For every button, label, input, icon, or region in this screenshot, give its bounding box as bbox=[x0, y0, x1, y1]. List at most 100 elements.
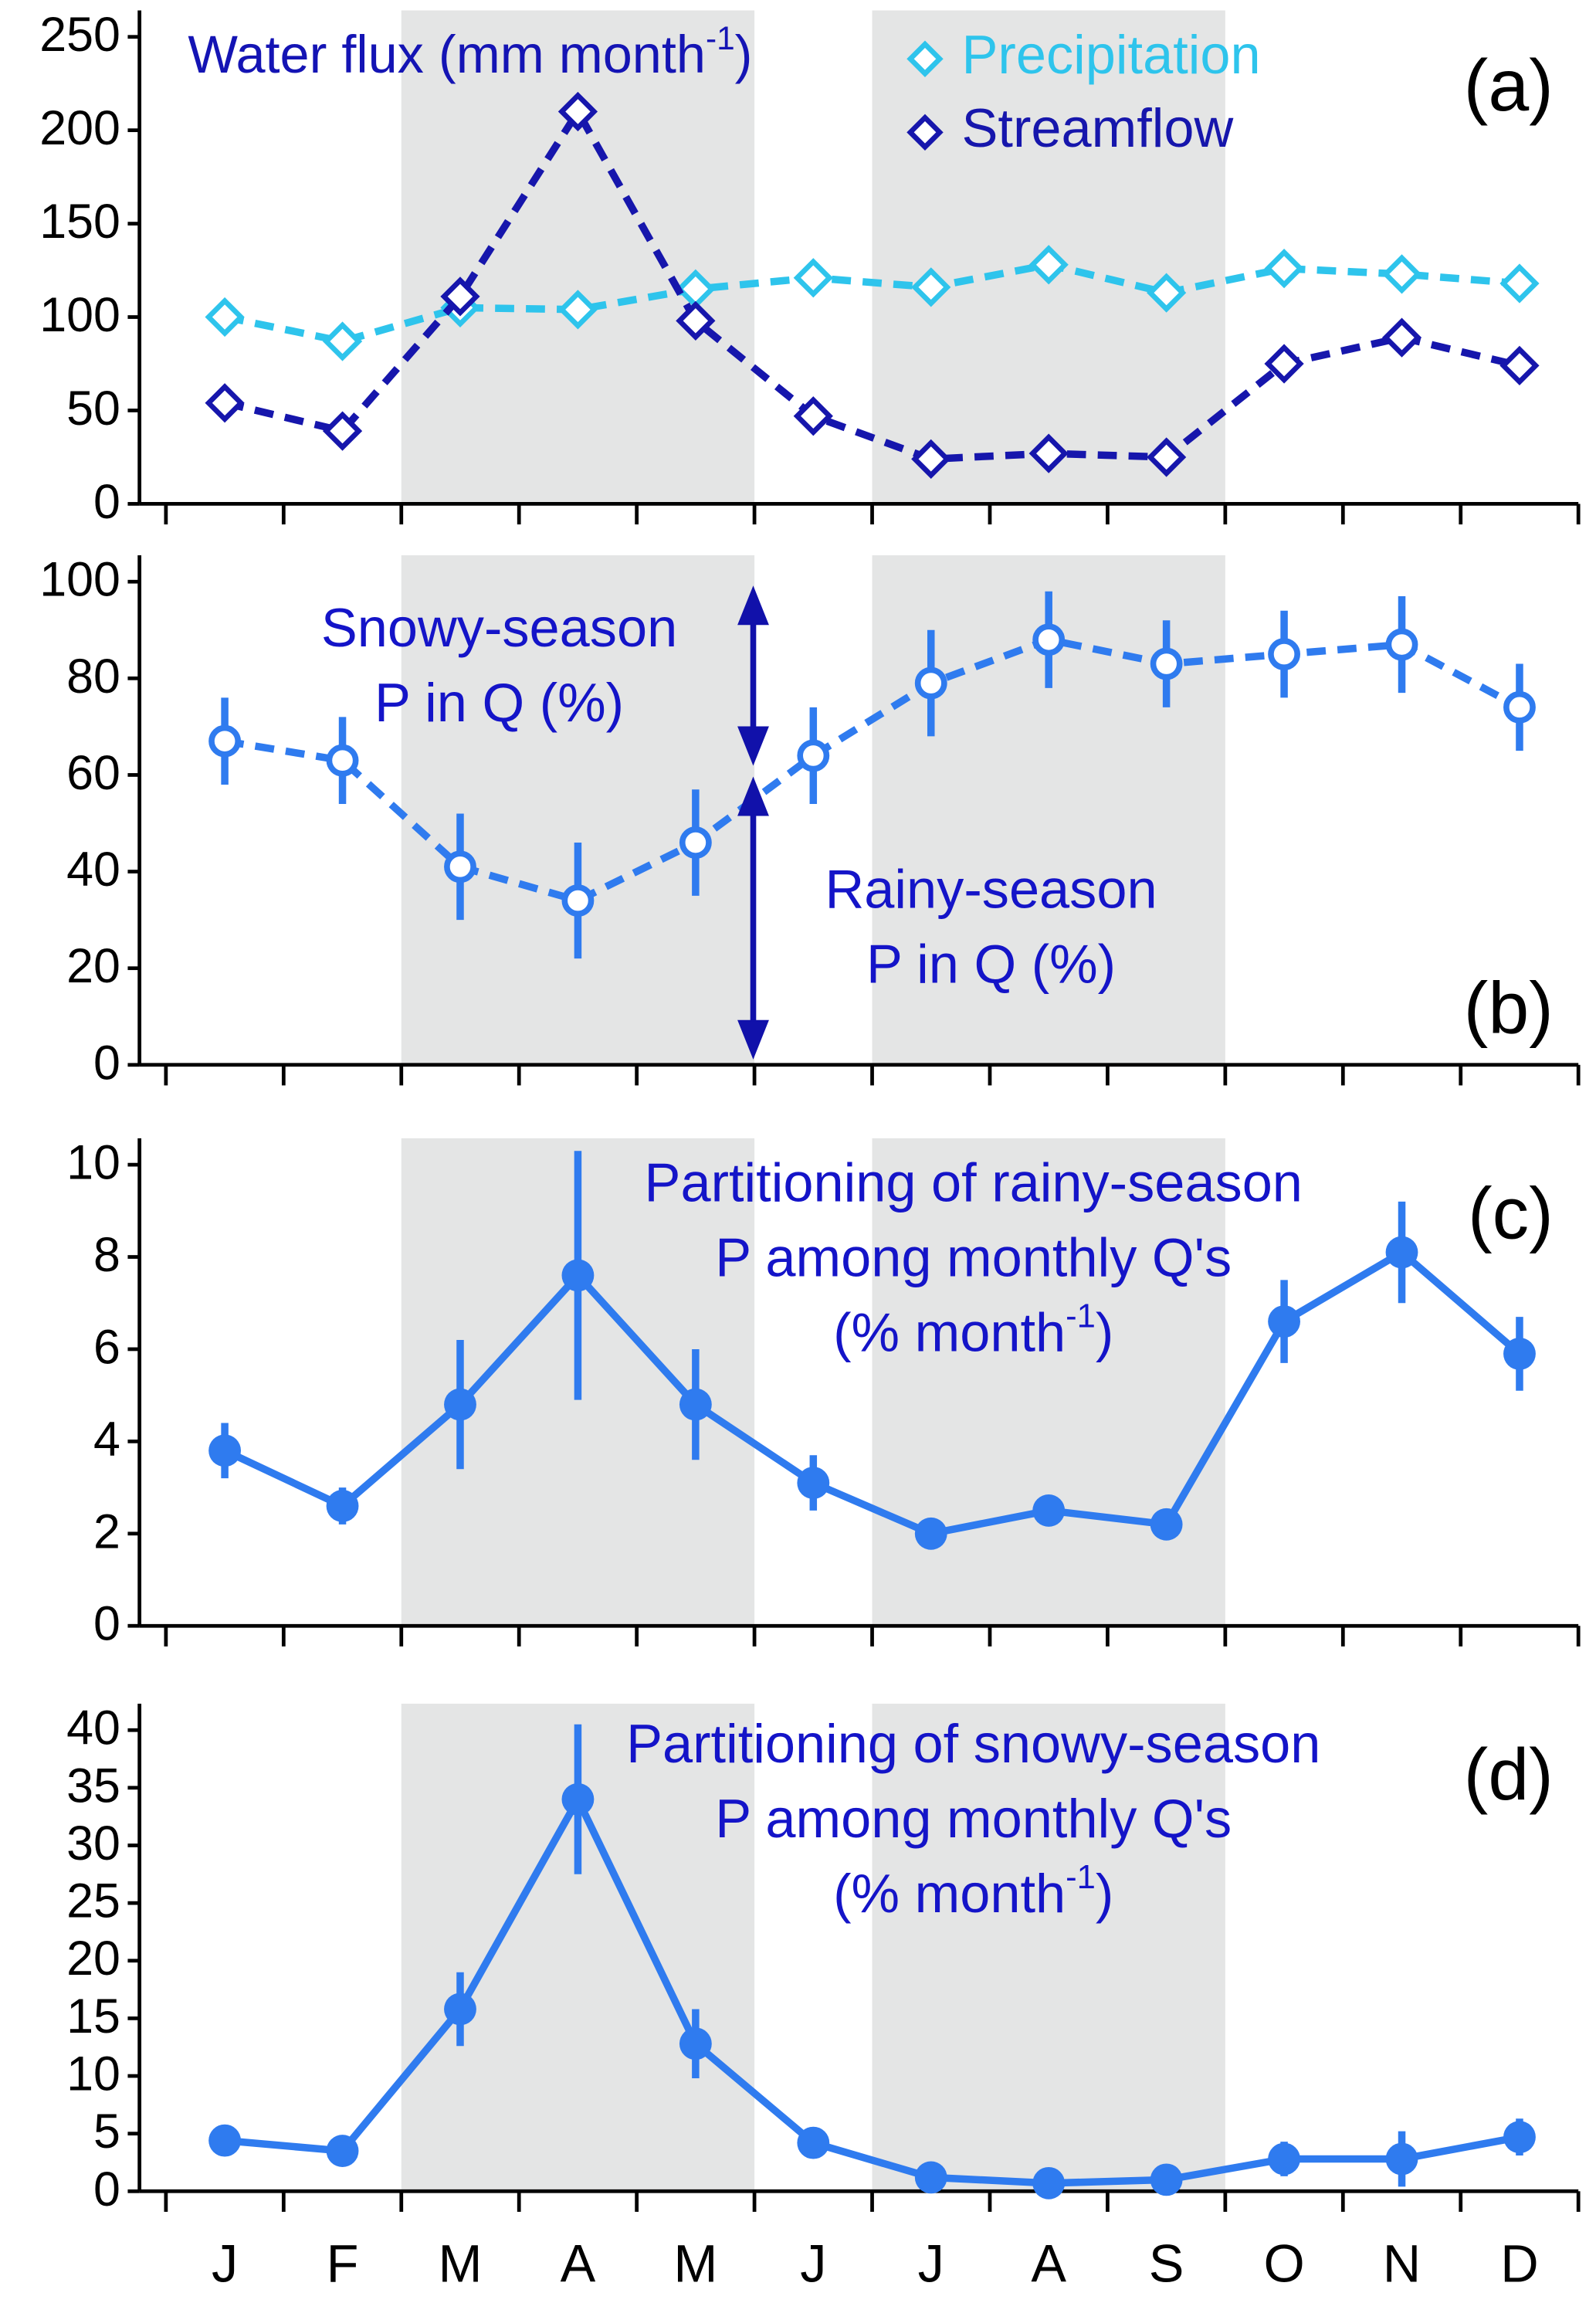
annotation: Rainy-season bbox=[825, 858, 1157, 919]
marker bbox=[1028, 433, 1069, 473]
legend-label: Precipitation bbox=[962, 24, 1261, 85]
marker bbox=[444, 1993, 476, 2026]
arrow-head bbox=[737, 726, 769, 766]
marker bbox=[561, 1259, 595, 1292]
text-part: Partitioning of rainy-season bbox=[645, 1152, 1303, 1213]
y-tick-label: 20 bbox=[66, 939, 120, 993]
marker bbox=[326, 1490, 359, 1522]
annotation: Partitioning of rainy-season bbox=[645, 1152, 1303, 1213]
marker bbox=[793, 396, 833, 436]
series-line bbox=[224, 636, 1522, 905]
text-part: Rainy-season bbox=[825, 858, 1157, 919]
y-tick-label: 25 bbox=[66, 1874, 120, 1928]
y-tick-label: 10 bbox=[66, 2047, 120, 2101]
marker bbox=[444, 850, 476, 884]
annotation: Partitioning of snowy-season bbox=[626, 1713, 1320, 1774]
annotation: P in Q (%) bbox=[374, 671, 624, 732]
text-part: P in Q (%) bbox=[374, 671, 624, 732]
x-tick-label: A bbox=[1031, 2233, 1066, 2293]
y-tick-label: 40 bbox=[66, 843, 120, 897]
marker bbox=[208, 724, 242, 758]
marker bbox=[1503, 1338, 1536, 1370]
marker bbox=[205, 383, 245, 423]
text-part: Water flux (mm month bbox=[188, 25, 706, 84]
marker bbox=[561, 884, 595, 917]
x-tick-label: D bbox=[1500, 2233, 1538, 2293]
y-tick-label: 0 bbox=[93, 2162, 120, 2217]
annotation: P in Q (%) bbox=[866, 933, 1116, 994]
y-tick-label: 150 bbox=[39, 195, 120, 249]
superscript: -1 bbox=[706, 20, 735, 56]
marker bbox=[557, 290, 598, 330]
series-line bbox=[223, 1247, 1523, 1538]
y-tick-label: 80 bbox=[66, 650, 120, 704]
text-part: (% month bbox=[833, 1863, 1066, 1924]
y-tick-label: 8 bbox=[93, 1228, 120, 1282]
legend-label: Streamflow bbox=[962, 97, 1234, 158]
y-tick-label: 100 bbox=[39, 288, 120, 342]
marker bbox=[797, 739, 830, 772]
x-tick-label: M bbox=[438, 2233, 482, 2293]
marker bbox=[1381, 254, 1422, 294]
marker bbox=[208, 2124, 242, 2157]
superscript: -1 bbox=[1066, 1297, 1096, 1335]
panel-label: (b) bbox=[1464, 967, 1554, 1049]
y-tick-label: 100 bbox=[39, 553, 120, 607]
marker bbox=[911, 267, 951, 307]
marker bbox=[679, 826, 712, 859]
y-tick-label: 35 bbox=[66, 1759, 120, 1813]
x-tick-label: N bbox=[1383, 2233, 1421, 2293]
marker bbox=[326, 744, 359, 777]
marker bbox=[679, 1388, 712, 1421]
marker bbox=[914, 2161, 947, 2194]
text-part: Snowy-season bbox=[321, 596, 677, 657]
annotation: P among monthly Q's bbox=[715, 1788, 1232, 1849]
marker bbox=[1385, 2142, 1418, 2176]
marker bbox=[326, 2135, 359, 2167]
marker bbox=[1268, 1305, 1300, 1338]
panel-title: Water flux (mm month-1) bbox=[188, 20, 752, 84]
marker bbox=[914, 1517, 947, 1550]
x-tick-label: J bbox=[800, 2233, 826, 2293]
marker bbox=[205, 297, 245, 337]
marker bbox=[1150, 2163, 1183, 2196]
marker bbox=[1264, 344, 1304, 384]
y-tick-label: 0 bbox=[93, 1597, 120, 1651]
marker bbox=[1147, 273, 1187, 313]
marker bbox=[1032, 2166, 1066, 2200]
marker bbox=[914, 666, 947, 700]
text-part: ) bbox=[735, 25, 753, 84]
annotation: Snowy-season bbox=[321, 596, 677, 657]
marker bbox=[911, 439, 951, 479]
y-tick-label: 60 bbox=[66, 746, 120, 800]
y-tick-label: 6 bbox=[93, 1320, 120, 1374]
marker bbox=[1032, 623, 1066, 656]
y-tick-label: 15 bbox=[66, 1989, 120, 2044]
marker bbox=[793, 258, 833, 298]
x-tick-label: A bbox=[561, 2233, 596, 2293]
y-tick-label: 5 bbox=[93, 2105, 120, 2159]
text-part: Partitioning of snowy-season bbox=[626, 1713, 1320, 1774]
marker bbox=[440, 276, 480, 317]
season-shading bbox=[872, 1703, 1225, 2192]
x-tick-label: M bbox=[673, 2233, 717, 2293]
legend-marker bbox=[906, 40, 944, 77]
marker bbox=[1499, 263, 1540, 304]
text-part: P among monthly Q's bbox=[715, 1788, 1232, 1849]
y-tick-label: 30 bbox=[66, 1816, 120, 1871]
panel-label: (c) bbox=[1468, 1173, 1554, 1255]
marker bbox=[679, 2027, 712, 2060]
y-tick-label: 40 bbox=[66, 1701, 120, 1755]
y-tick-label: 250 bbox=[39, 8, 120, 62]
text-part: ) bbox=[1096, 1863, 1113, 1924]
text-part: P in Q (%) bbox=[866, 933, 1116, 994]
legend-marker bbox=[906, 114, 944, 151]
marker bbox=[1385, 628, 1418, 661]
marker bbox=[1147, 437, 1187, 477]
marker bbox=[1499, 345, 1540, 386]
x-tick-label: J bbox=[212, 2233, 238, 2293]
marker bbox=[1381, 317, 1422, 358]
marker bbox=[1264, 249, 1304, 289]
